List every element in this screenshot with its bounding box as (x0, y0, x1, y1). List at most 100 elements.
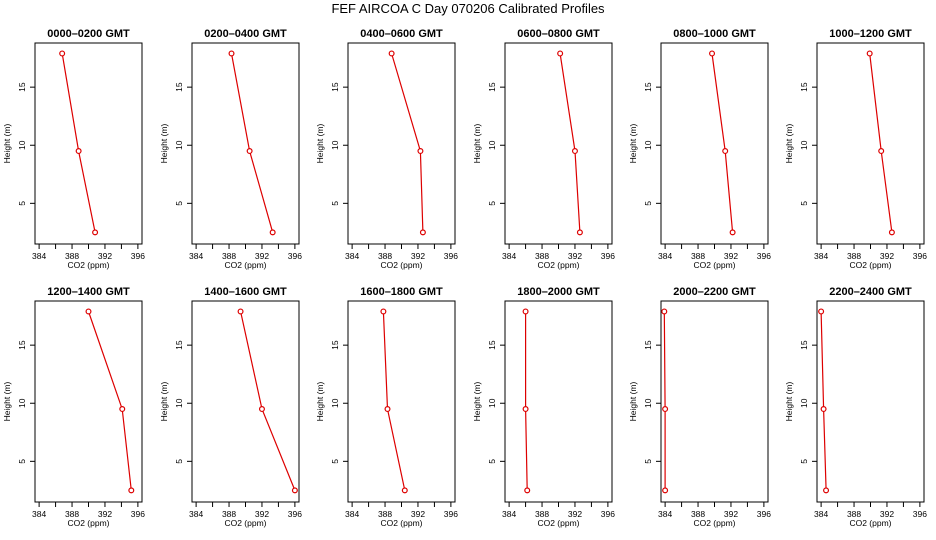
x-tick-label: 396 (913, 251, 927, 261)
x-tick-label: 396 (131, 509, 145, 519)
x-tick-label: 388 (222, 509, 236, 519)
plot-frame (34, 42, 143, 245)
y-tick-label: 10 (643, 140, 653, 150)
y-tick-label: 5 (330, 459, 340, 464)
data-point (888, 229, 895, 236)
series-line (391, 53, 424, 233)
x-tick-label: 392 (411, 509, 425, 519)
y-tick-label: 5 (799, 459, 809, 464)
data-point (820, 406, 827, 413)
data-point (388, 50, 395, 57)
panel-title: 0800–1000 GMT (673, 28, 756, 40)
data-point (729, 229, 736, 236)
y-axis-label: Height (m) (159, 124, 169, 164)
y-axis-label: Height (m) (472, 124, 482, 164)
x-tick-label: 388 (65, 251, 79, 261)
y-axis-label: Height (m) (628, 124, 638, 164)
x-tick-label: 388 (847, 509, 861, 519)
profile-panel: 1400–1600 GMT 384 388 392 396 5 10 15 CO2 (ppm) H… (159, 286, 302, 528)
x-axis-label: CO2 (ppm) (224, 260, 266, 270)
data-point (557, 50, 564, 57)
data-point (237, 308, 244, 315)
series-line (711, 53, 734, 233)
x-axis-label: CO2 (ppm) (537, 518, 579, 528)
data-point (419, 229, 426, 236)
y-tick-label: 5 (17, 201, 27, 206)
series-line (663, 311, 666, 491)
data-point (818, 308, 825, 315)
x-axis-label: CO2 (ppm) (693, 518, 735, 528)
series-line (230, 53, 274, 233)
y-tick-label: 10 (17, 140, 27, 150)
data-point (722, 148, 729, 155)
series-line (820, 311, 827, 491)
x-tick-label: 396 (131, 251, 145, 261)
panel-title: 0400–0600 GMT (360, 28, 443, 40)
data-point (823, 487, 830, 494)
profile-panel: 2000–2200 GMT 384 388 392 396 5 10 15 CO2 (ppm) H… (628, 286, 771, 528)
data-point (92, 229, 99, 236)
y-tick-label: 10 (487, 398, 497, 408)
y-axis-label: Height (m) (159, 382, 169, 422)
x-tick-label: 396 (444, 251, 458, 261)
profile-panel: 1600–1800 GMT 384 388 392 396 5 10 15 CO2 (ppm) H… (315, 286, 458, 528)
x-tick-label: 388 (847, 251, 861, 261)
x-axis-label: CO2 (ppm) (380, 260, 422, 270)
y-axis-label: Height (m) (315, 124, 325, 164)
y-tick-label: 15 (487, 82, 497, 92)
x-axis-label: CO2 (ppm) (67, 260, 109, 270)
series-line (524, 311, 528, 491)
y-axis-label: Height (m) (784, 382, 794, 422)
panel-title: 1800–2000 GMT (517, 286, 600, 298)
x-tick-label: 384 (658, 509, 672, 519)
profile-panel: 2200–2400 GMT 384 388 392 396 5 10 15 CO2 (ppm) H… (784, 286, 927, 528)
x-tick-label: 392 (880, 251, 894, 261)
y-tick-label: 15 (799, 82, 809, 92)
x-axis-label: CO2 (ppm) (849, 260, 891, 270)
y-tick-label: 15 (799, 340, 809, 350)
x-tick-label: 384 (189, 251, 203, 261)
data-point (119, 406, 126, 413)
x-tick-label: 396 (444, 509, 458, 519)
y-tick-label: 10 (330, 398, 340, 408)
x-tick-label: 392 (411, 251, 425, 261)
x-axis-label: CO2 (ppm) (693, 260, 735, 270)
x-tick-label: 392 (880, 509, 894, 519)
y-tick-label: 15 (487, 340, 497, 350)
series-line (240, 311, 296, 491)
x-tick-label: 388 (378, 251, 392, 261)
panel-title: 0200–0400 GMT (204, 28, 287, 40)
x-tick-label: 384 (189, 509, 203, 519)
plot-frame (816, 300, 925, 503)
y-tick-label: 5 (174, 201, 184, 206)
y-tick-label: 10 (799, 398, 809, 408)
data-point (380, 308, 387, 315)
x-tick-label: 396 (288, 509, 302, 519)
plot-frame (347, 300, 456, 503)
y-tick-label: 5 (643, 201, 653, 206)
x-tick-label: 392 (568, 251, 582, 261)
x-axis-label: CO2 (ppm) (224, 518, 266, 528)
data-point (85, 308, 92, 315)
x-tick-label: 388 (535, 509, 549, 519)
series-line (87, 311, 132, 491)
data-point (75, 148, 82, 155)
y-tick-label: 5 (17, 459, 27, 464)
plot-frame (347, 42, 456, 245)
x-tick-label: 388 (222, 251, 236, 261)
data-point (878, 148, 885, 155)
x-tick-label: 396 (601, 509, 615, 519)
x-tick-label: 392 (98, 509, 112, 519)
x-tick-label: 396 (288, 251, 302, 261)
y-axis-label: Height (m) (2, 124, 12, 164)
y-tick-label: 10 (330, 140, 340, 150)
data-point (269, 229, 276, 236)
y-tick-label: 15 (17, 340, 27, 350)
series-line (559, 53, 581, 233)
data-point (522, 308, 529, 315)
x-tick-label: 392 (255, 509, 269, 519)
x-tick-label: 392 (568, 509, 582, 519)
y-tick-label: 10 (174, 398, 184, 408)
data-point (401, 487, 408, 494)
panel-title: 2000–2200 GMT (673, 286, 756, 298)
